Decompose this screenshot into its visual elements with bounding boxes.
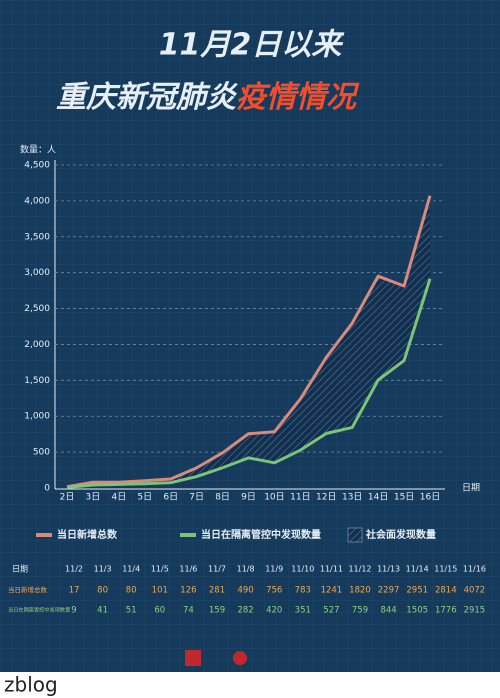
y-tick-label: 1,500 xyxy=(24,376,50,386)
table-date: 11/15 xyxy=(434,565,457,574)
table-value: 1820 xyxy=(349,586,371,596)
table-date: 11/14 xyxy=(406,565,429,574)
table-value: 1505 xyxy=(406,606,428,616)
table-date: 11/13 xyxy=(377,565,400,574)
table-value: 2915 xyxy=(464,606,486,616)
x-tick-label: 15日 xyxy=(394,492,414,503)
y-tick-label: 4,500 xyxy=(24,161,50,171)
table-value: 282 xyxy=(237,606,253,616)
table-value: 1241 xyxy=(321,586,343,596)
table-value: 844 xyxy=(380,606,396,616)
y-tick-label: 1,000 xyxy=(24,412,50,422)
y-axis-label: 数量：人 xyxy=(20,144,56,156)
series-line xyxy=(66,278,432,489)
logo xyxy=(233,651,247,665)
table-value: 9 xyxy=(71,606,76,616)
table-value: 490 xyxy=(237,586,253,596)
logo xyxy=(185,650,201,666)
table-date: 11/12 xyxy=(348,565,371,574)
x-axis-label: 日期 xyxy=(462,483,480,494)
y-tick-label: 3,500 xyxy=(24,232,50,242)
table-date: 11/8 xyxy=(237,565,255,574)
table-date: 11/7 xyxy=(208,565,226,574)
table-value: 41 xyxy=(97,606,108,616)
y-tick-label: 2,500 xyxy=(24,304,50,314)
table-value: 2297 xyxy=(378,586,400,596)
y-tick-label: 2,000 xyxy=(24,340,50,350)
table-value: 2951 xyxy=(406,586,428,596)
watermark: zblog xyxy=(4,673,58,697)
table-date: 11/6 xyxy=(179,565,197,574)
table-value: 2814 xyxy=(435,586,457,596)
legend: 当日新增总数 当日在隔离管控中发现数量 社会面发现数量 xyxy=(36,527,436,543)
x-tick-label: 8日 xyxy=(215,492,230,503)
y-tick-label: 0 xyxy=(44,484,50,494)
table-date: 11/9 xyxy=(265,565,283,574)
table-value: 4072 xyxy=(464,586,486,596)
x-tick-label: 10日 xyxy=(264,492,284,503)
legend-label: 社会面发现数量 xyxy=(365,528,436,541)
legend-label: 当日新增总数 xyxy=(57,528,118,541)
table-value: 80 xyxy=(126,586,137,596)
x-tick-label: 16日 xyxy=(420,492,440,503)
gap-area xyxy=(67,195,430,488)
table-value: 527 xyxy=(323,606,339,616)
y-tick-label: 4,000 xyxy=(24,196,50,206)
y-tick-label: 3,000 xyxy=(24,268,50,278)
table-row-label: 当日在隔离管控中发现数量 xyxy=(8,606,70,614)
table-value: 51 xyxy=(126,606,137,616)
chart-subtitle: 重庆新冠肺炎疫情情况 xyxy=(56,80,360,115)
table-date: 11/3 xyxy=(94,565,112,574)
table-header: 日期 xyxy=(12,565,28,574)
table-date: 11/5 xyxy=(151,565,169,574)
table-date: 11/4 xyxy=(122,565,140,574)
table-date: 11/2 xyxy=(65,565,83,574)
series-line xyxy=(66,195,432,489)
subtitle-highlight: 疫情情况 xyxy=(236,80,360,115)
table-date: 11/11 xyxy=(320,565,343,574)
table-value: 17 xyxy=(69,586,80,596)
watermark-bar xyxy=(0,672,500,698)
x-tick-label: 5日 xyxy=(137,492,152,503)
table-value: 420 xyxy=(266,606,282,616)
x-tick-label: 7日 xyxy=(189,492,204,503)
x-tick-label: 12日 xyxy=(316,492,336,503)
x-tick-label: 11日 xyxy=(290,492,310,503)
chart-title: 11月2日以来 xyxy=(159,28,346,63)
table-value: 756 xyxy=(266,586,282,596)
table-value: 351 xyxy=(295,606,311,616)
table-row-label: 当日新增总数 xyxy=(8,585,48,594)
x-tick-label: 6日 xyxy=(163,492,178,503)
x-tick-label: 9日 xyxy=(241,492,256,503)
table-value: 74 xyxy=(183,606,194,616)
subtitle-main: 重庆新冠肺炎 xyxy=(56,80,238,115)
table-value: 80 xyxy=(97,586,108,596)
table-value: 1776 xyxy=(435,606,457,616)
table-value: 126 xyxy=(180,586,196,596)
table-value: 101 xyxy=(152,586,168,596)
table-date: 11/16 xyxy=(463,565,486,574)
table-value: 281 xyxy=(209,586,225,596)
table-date: 11/10 xyxy=(291,565,314,574)
y-tick-label: 500 xyxy=(33,448,50,458)
x-tick-label: 4日 xyxy=(111,492,126,503)
legend-swatch-area xyxy=(347,527,363,543)
x-tick-label: 2日 xyxy=(60,492,75,503)
table-value: 783 xyxy=(295,586,311,596)
x-tick-label: 13日 xyxy=(342,492,362,503)
x-tick-label: 14日 xyxy=(368,492,388,503)
table-value: 759 xyxy=(352,606,368,616)
table-value: 159 xyxy=(209,606,225,616)
x-tick-label: 3日 xyxy=(86,492,101,503)
legend-label: 当日在隔离管控中发现数量 xyxy=(201,528,321,541)
table-value: 60 xyxy=(154,606,165,616)
